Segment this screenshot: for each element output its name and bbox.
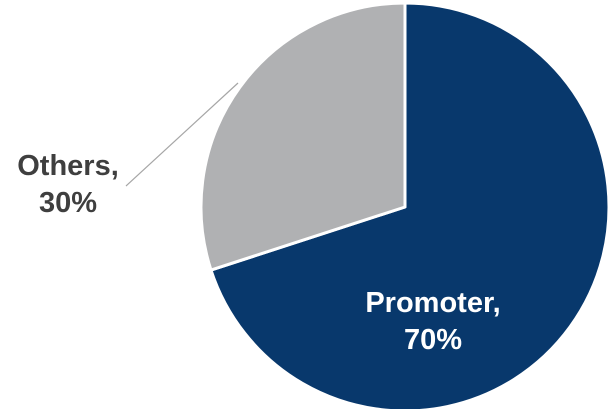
slices-layer [199,1,611,413]
pie-slice-promoter [209,1,611,413]
slice-value-label-others: 30% [39,187,97,219]
slice-label-promoter: Promoter, [365,287,500,319]
slice-value-label-promoter: 70% [404,324,462,356]
labels-layer: Promoter, 70% Others, 30% [17,150,500,356]
leader-line-others [125,82,239,187]
leader-lines-layer [125,82,239,187]
pie-slice-others [199,1,407,272]
slice-label-others: Others, [17,150,119,182]
